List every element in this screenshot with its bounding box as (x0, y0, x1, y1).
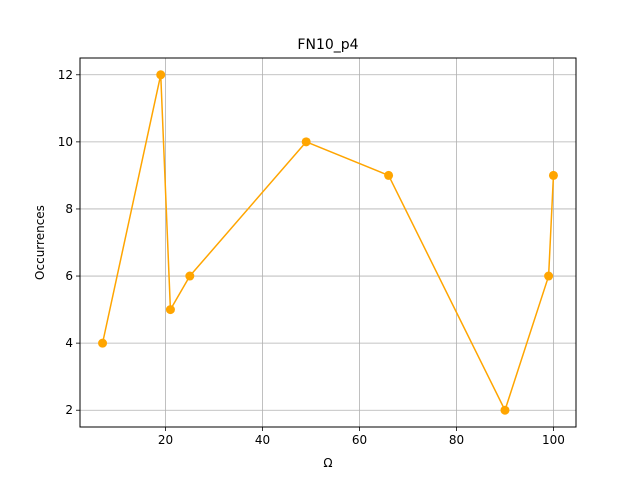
tick-layer: 20 40 60 80 100 2 4 6 8 10 12 (58, 68, 565, 447)
chart-title: FN10_p4 (297, 37, 358, 53)
y-tick-label: 8 (65, 202, 73, 216)
plot-area-background (80, 58, 576, 427)
data-point (548, 170, 558, 180)
y-tick-label: 12 (58, 68, 73, 82)
x-tick-label: 60 (352, 433, 367, 447)
y-tick-label: 6 (65, 269, 73, 283)
data-point (544, 271, 554, 281)
data-point (384, 170, 394, 180)
x-tick-label: 80 (449, 433, 464, 447)
data-point (98, 338, 108, 348)
x-tick-label: 100 (542, 433, 565, 447)
y-tick-label: 4 (65, 336, 73, 350)
data-point (165, 305, 175, 315)
series-layer (98, 70, 558, 415)
y-axis-label: Occurrences (33, 205, 47, 280)
y-tick-label: 10 (58, 135, 73, 149)
data-point (156, 70, 166, 80)
grid-layer (80, 58, 576, 427)
data-point (185, 271, 195, 281)
plot-area-frame (79, 57, 577, 428)
data-point (500, 405, 510, 415)
x-axis-label: Ω (323, 456, 332, 470)
x-tick-label: 40 (255, 433, 270, 447)
x-tick-label: 20 (158, 433, 173, 447)
y-tick-label: 2 (65, 403, 73, 417)
data-point (301, 137, 311, 147)
